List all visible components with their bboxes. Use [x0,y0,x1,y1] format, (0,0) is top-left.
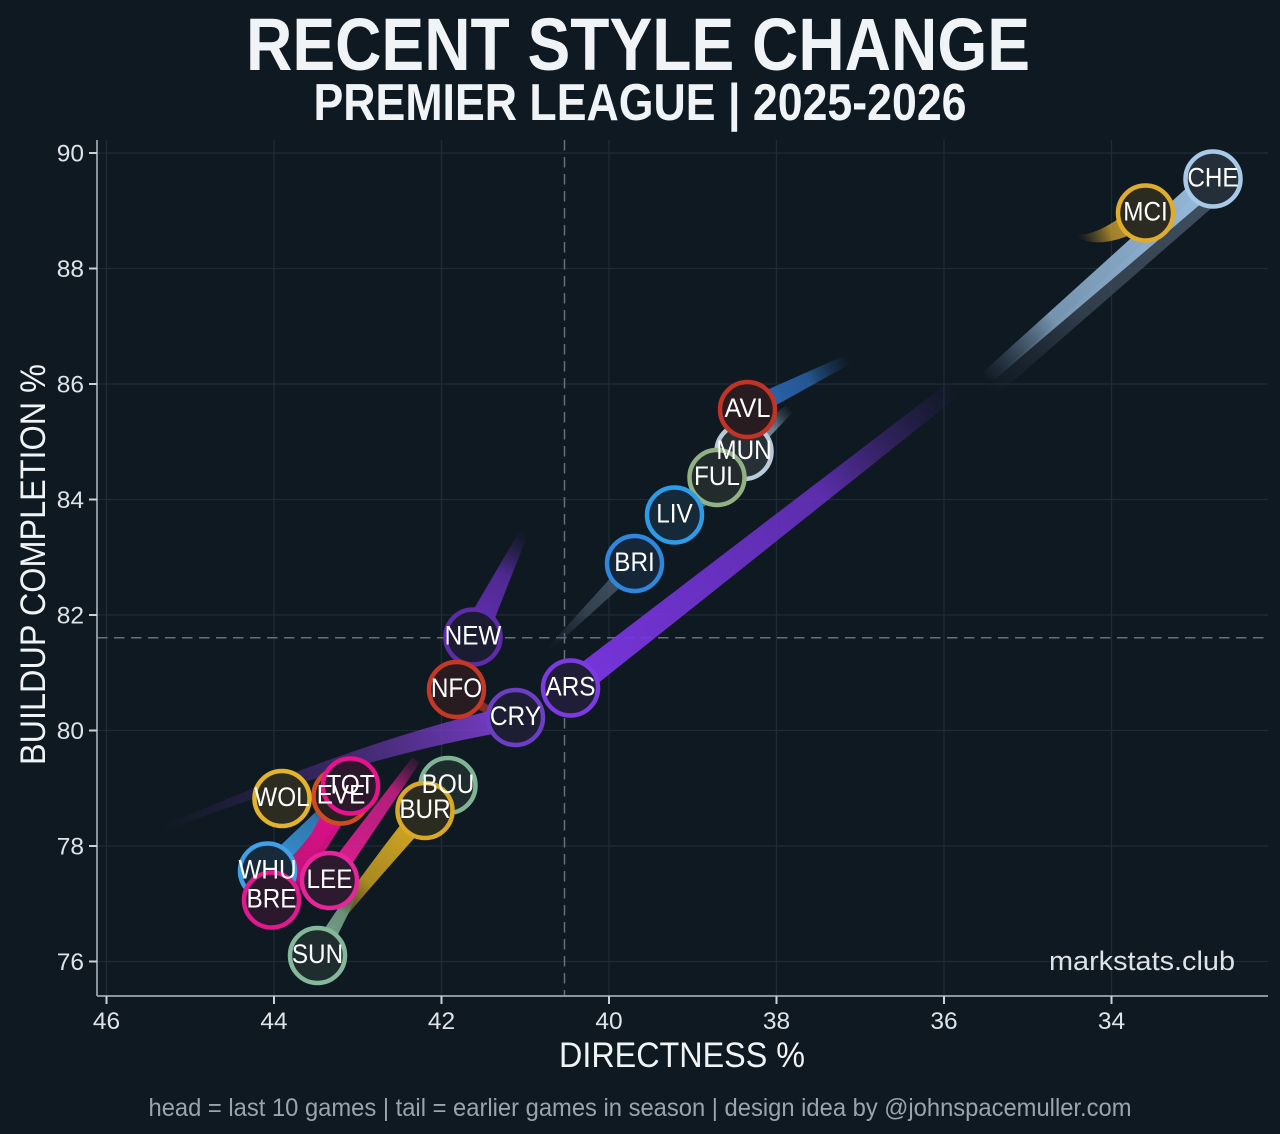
svg-text:86: 86 [57,372,84,399]
svg-text:40: 40 [595,1008,622,1035]
svg-text:88: 88 [57,256,84,283]
svg-text:BRE: BRE [247,884,297,914]
svg-text:90: 90 [57,141,84,168]
svg-text:MCI: MCI [1123,197,1168,227]
svg-text:ARS: ARS [546,672,596,702]
svg-text:BOU: BOU [422,769,475,799]
svg-text:82: 82 [57,603,84,630]
svg-text:EVE: EVE [317,780,366,810]
svg-text:NFO: NFO [431,673,482,703]
svg-text:CRY: CRY [490,701,541,731]
svg-text:DIRECTNESS %: DIRECTNESS % [559,1036,805,1075]
svg-text:42: 42 [428,1008,455,1035]
svg-text:head = last 10 games | tail =: head = last 10 games | tail = earlier ga… [149,1094,1132,1122]
svg-text:AVL: AVL [725,393,771,423]
svg-text:84: 84 [57,487,84,514]
svg-text:80: 80 [57,718,84,745]
svg-text:BUR: BUR [399,794,450,824]
svg-text:TOT: TOT [326,770,375,800]
svg-text:WOL: WOL [254,782,309,812]
svg-text:WHU: WHU [239,855,297,885]
svg-text:78: 78 [57,834,84,861]
svg-text:LIV: LIV [656,499,693,529]
svg-text:PREMIER LEAGUE | 2025-2026: PREMIER LEAGUE | 2025-2026 [314,74,967,132]
svg-text:LEE: LEE [307,864,353,894]
svg-text:MUN: MUN [716,435,771,465]
svg-text:76: 76 [57,949,84,976]
svg-text:BUILDUP COMPLETION %: BUILDUP COMPLETION % [14,364,53,765]
svg-text:44: 44 [260,1008,287,1035]
svg-text:46: 46 [93,1008,120,1035]
svg-text:FUL: FUL [694,461,740,491]
svg-text:BRI: BRI [614,547,655,577]
svg-text:SUN: SUN [292,939,343,969]
svg-text:38: 38 [763,1008,790,1035]
svg-text:markstats.club: markstats.club [1049,946,1235,976]
svg-text:CHE: CHE [1187,163,1238,193]
svg-text:36: 36 [930,1008,957,1035]
svg-text:RECENT STYLE CHANGE: RECENT STYLE CHANGE [246,3,1030,86]
svg-text:34: 34 [1098,1008,1125,1035]
svg-text:NEW: NEW [445,621,502,651]
